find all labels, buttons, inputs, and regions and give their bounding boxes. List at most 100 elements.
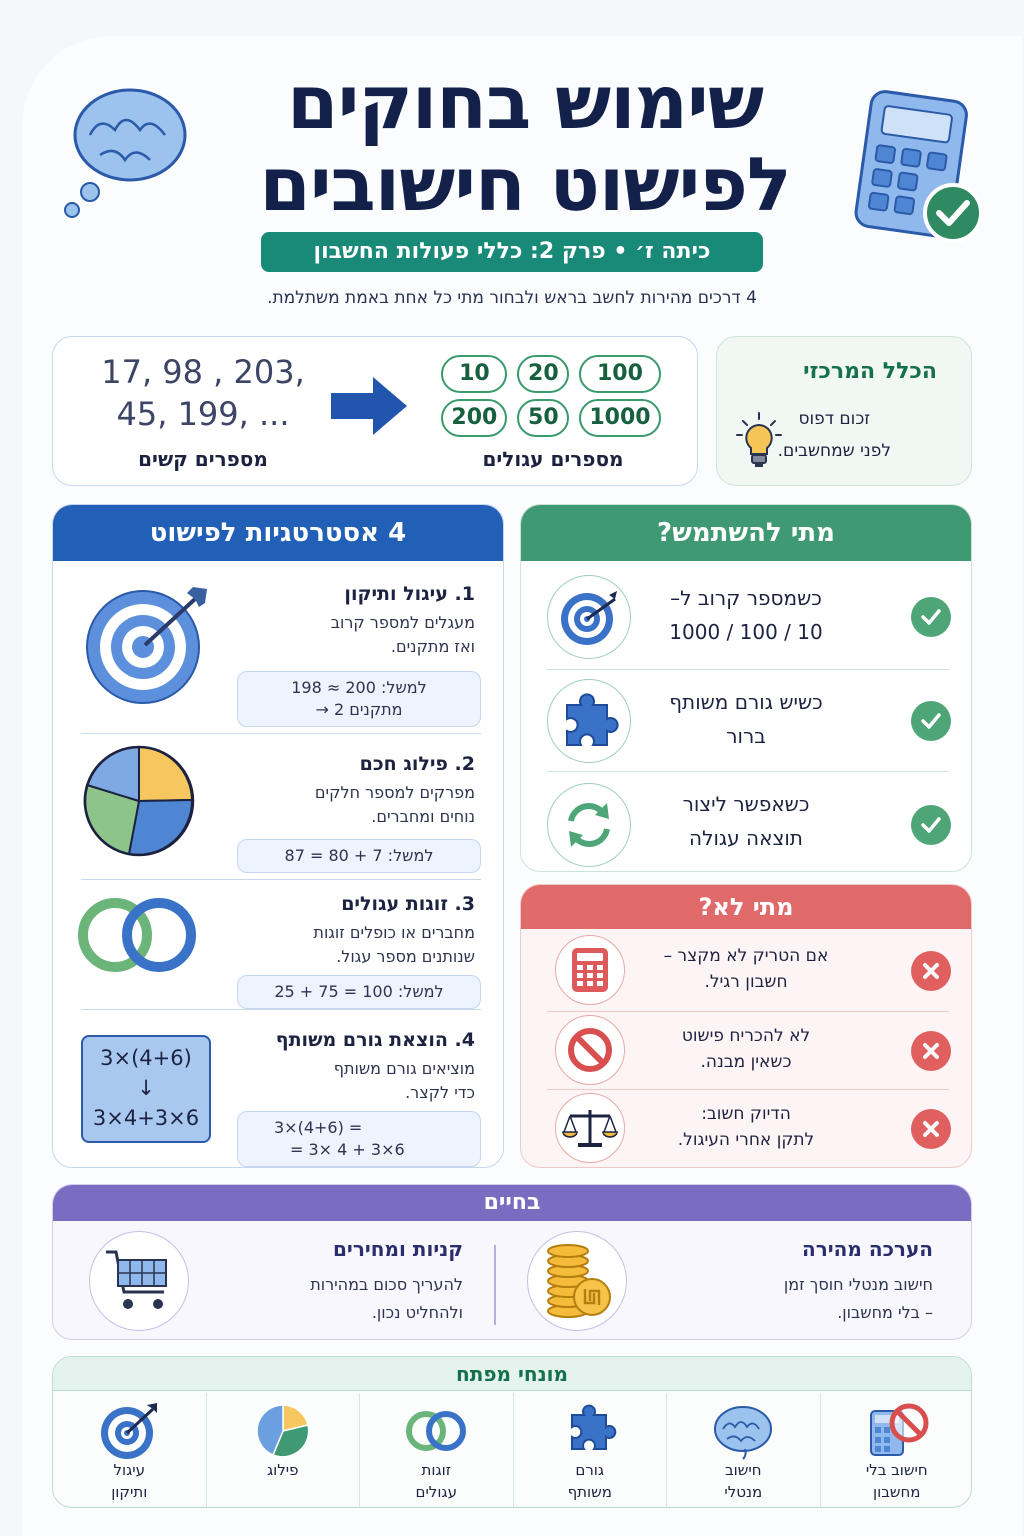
target-icon [101, 1403, 158, 1459]
round-number-chip: 200 [441, 399, 508, 437]
target-icon [561, 591, 617, 645]
when-not-line: כשאין מבנה. [700, 1052, 792, 1072]
hard-numbers-label: מספרים קשים [138, 447, 268, 471]
formula-card-line: 3×4+3×6 [92, 1106, 200, 1130]
formula-card-arrow: ↓ [137, 1076, 155, 1100]
key-term-label: עיגול ותיקון [53, 1459, 206, 1503]
when-not-item: הדיוק חשוב: לתקן אחרי העיגול. [521, 1091, 971, 1167]
when-use-line: כשמספר קרוב ל– [670, 586, 822, 610]
icon-circle [547, 783, 631, 867]
scales-icon [562, 1110, 618, 1147]
when-use-text: כשמספר קרוב ל– 10 / 100 / 1000 [621, 581, 871, 649]
strategy-description: מחברים או כופלים זוגות שנותנים מספר עגול… [313, 921, 475, 969]
when-not-line: הדיוק חשוב: [701, 1104, 791, 1124]
check-icon [911, 701, 951, 741]
central-rule-text: זכום דפוס לפני שמחשבים. [778, 403, 891, 467]
example-line: = 3× 4 + 3×6 [290, 1140, 405, 1159]
strategy-desc-line: מפרקים למספר חלקים [314, 783, 475, 802]
key-term-line: פילוג [266, 1461, 299, 1479]
life-item-title: קניות ומחירים [333, 1237, 463, 1261]
pie-chart-icon [83, 745, 195, 857]
numbers-comparison-box: 17, 98 , 203, 45, 199, ... מספרים קשים 1… [52, 336, 698, 486]
divider [547, 669, 949, 670]
key-terms-title: מונחי מפתח [53, 1357, 971, 1391]
check-icon [911, 597, 951, 637]
icon-circle [547, 575, 631, 659]
key-term-line: עגולים [415, 1483, 458, 1501]
when-not-line: חשבון רגיל. [704, 972, 788, 992]
when-not-item: לא להכריח פישוט כשאין מבנה. [521, 1013, 971, 1089]
when-not-item: אם הטריק לא מקצר – חשבון רגיל. [521, 933, 971, 1011]
brain-icon [714, 1406, 773, 1460]
when-use-item: כשיש גורם משותף ברור [521, 671, 971, 771]
intro-text: 4 דרכים מהירות לחשב בראש ולבחור מתי כל א… [267, 288, 757, 308]
when-use-text: כשיש גורם משותף ברור [621, 685, 871, 753]
key-term: חישוב בלי מחשבון [819, 1393, 972, 1507]
key-term-label: חישוב מנטלי [667, 1459, 820, 1503]
divider [547, 1089, 949, 1090]
when-not-text: לא להכריח פישוט כשאין מבנה. [621, 1023, 871, 1075]
key-term-label: פילוג [207, 1459, 360, 1481]
when-use-line: כשאפשר ליצור [682, 792, 810, 816]
life-text-line: חישוב מנטלי חוסך זמן [783, 1275, 933, 1294]
key-term: חישוב מנטלי [666, 1393, 820, 1507]
central-rule-line-1: זכום דפוס [798, 409, 871, 429]
divider [547, 1011, 949, 1012]
round-number-chip: 100 [579, 355, 661, 393]
when-use-line: כשיש גורם משותף [669, 690, 823, 714]
puzzle-icon [570, 1404, 616, 1450]
central-rule-line-2: לפני שמחשבים. [777, 441, 891, 461]
in-life-panel: בחיים הערכה מהירה חישוב מנטלי חוסך זמן –… [52, 1184, 972, 1340]
pie-chart-icon [256, 1404, 310, 1458]
puzzle-icon [566, 693, 619, 746]
when-use-line: 10 / 100 / 1000 [669, 620, 823, 644]
life-text-line: ולהחליט נכון. [371, 1303, 463, 1322]
key-term: פילוג [205, 1393, 360, 1507]
example-line: 3×(4+6) = [274, 1118, 363, 1137]
example-line: למשל: 200 ≈ 198 [291, 678, 427, 697]
brain-thought-icon [64, 88, 187, 218]
example-box: למשל: 100 = 75 + 25 [237, 975, 481, 1009]
example-line: → מתקנים 2 [315, 700, 403, 719]
example-line: למשל: 7 + 80 = 87 [284, 846, 434, 865]
round-number-chip: 50 [517, 399, 570, 437]
key-term-line: חישוב [724, 1461, 762, 1479]
shopping-cart-icon [106, 1250, 167, 1309]
when-not-panel: מתי לא? אם הטריק לא מקצר – חשבון רגיל. [520, 884, 972, 1168]
round-number-chip: 20 [517, 355, 570, 393]
linked-rings-icon [406, 1411, 467, 1451]
strategy-desc-line: ואז מתקנים. [390, 637, 475, 656]
when-not-line: אם הטריק לא מקצר – [663, 946, 829, 966]
page-title: שימוש בחוקים לפישוט חישובים [200, 62, 850, 226]
strategy-title: 4. הוצאת גורם משותף [275, 1029, 475, 1051]
example-box: למשל: 7 + 80 = 87 [237, 839, 481, 873]
divider [81, 733, 481, 734]
round-numbers-label: מספרים עגולים [482, 447, 624, 471]
when-use-item: כשמספר קרוב ל– 10 / 100 / 1000 [521, 569, 971, 669]
strategy-desc-line: שנותנים מספר עגול. [336, 947, 475, 966]
round-number-chip: 10 [441, 355, 508, 393]
when-use-text: כשאפשר ליצור תוצאה עגולה [621, 787, 871, 855]
x-icon [911, 1109, 951, 1149]
key-term-line: מחשבון [873, 1483, 921, 1501]
icon-circle [555, 1093, 625, 1163]
example-line: למשל: 100 = 75 + 25 [274, 982, 444, 1001]
formula-card-line: 3×(4+6) [100, 1046, 192, 1070]
strategies-title: 4 אסטרטגיות לפישוט [53, 505, 503, 561]
calculator-icon [572, 948, 608, 992]
target-icon [86, 587, 207, 704]
x-icon [911, 1031, 951, 1071]
round-number-chip: 1000 [579, 399, 661, 437]
hard-numbers-line-2: 45, 199, ... [116, 395, 290, 433]
when-use-line: ברור [726, 724, 766, 748]
central-rule-title: הכלל המרכזי [803, 359, 937, 384]
arrow-right-icon [331, 377, 407, 435]
strategy-desc-line: מעגלים למספר קרוב [330, 613, 475, 632]
hard-numbers-line-1: 17, 98 , 203, [101, 353, 305, 391]
example-box: למשל: 200 ≈ 198 → מתקנים 2 [237, 671, 481, 727]
lightbulb-icon [736, 412, 782, 467]
when-not-line: לא להכריח פישוט [681, 1026, 811, 1046]
strategy-title: 2. פילוג חכם [359, 753, 475, 775]
hard-numbers: 17, 98 , 203, 45, 199, ... [93, 351, 313, 435]
strategy-item: 3. זוגות עגולים מחברים או כופלים זוגות ש… [53, 881, 503, 1009]
